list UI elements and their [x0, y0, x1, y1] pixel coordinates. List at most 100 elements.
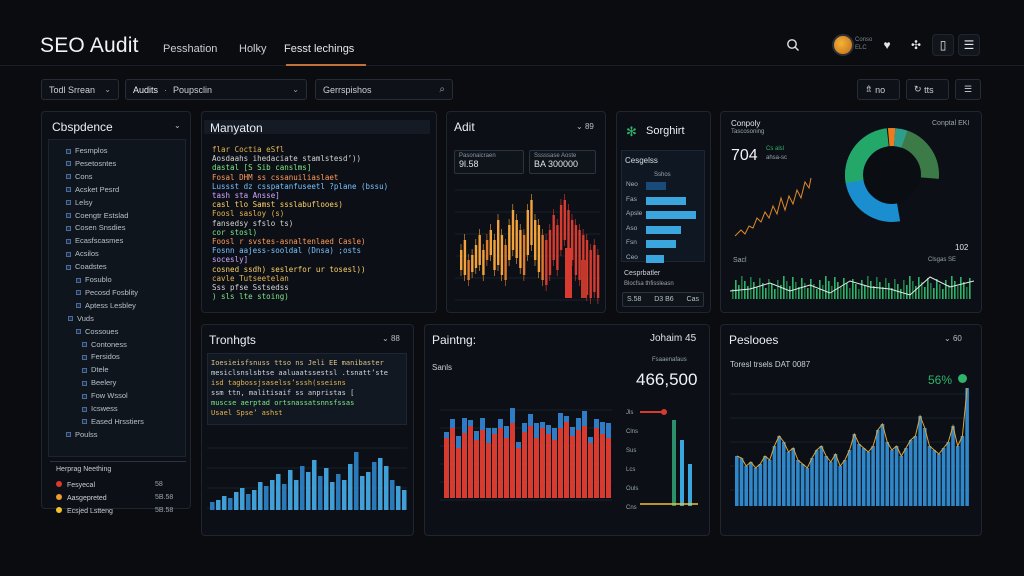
bar [753, 468, 758, 506]
filter-audits[interactable]: Audits · Poupsclin ⌄ [125, 79, 307, 100]
summary-side-value: 102 [955, 243, 969, 252]
sidebar-item[interactable]: Eased Hrsstiers [82, 417, 144, 426]
bar [960, 277, 962, 299]
status-dot-icon [56, 507, 62, 513]
sidebar-item[interactable]: Dtele [82, 365, 109, 374]
insight-subtitle: Cesgelss [625, 156, 658, 165]
paint-title: Paintng: [432, 333, 477, 347]
sidebar-item[interactable]: Lelsy [66, 198, 93, 207]
sidebar-item[interactable]: Vuds [68, 314, 94, 323]
bar-cap [516, 442, 521, 448]
bar [330, 482, 335, 510]
sidebar-section-title: Herprag Neething [56, 466, 112, 473]
code-line: cor stosl) [212, 227, 258, 237]
candle-body [541, 235, 544, 280]
top-bar [0, 0, 1024, 66]
bar [825, 276, 827, 299]
sidebar-item[interactable]: Contoness [82, 340, 127, 349]
share-icon: ⇯ [865, 84, 873, 94]
bar [767, 460, 772, 506]
sidebar-item[interactable]: Cossoues [76, 327, 118, 336]
bar [894, 279, 896, 299]
sidebar-item[interactable]: Pecosd Fosblity [76, 288, 138, 297]
insight-bar [646, 196, 686, 205]
share-icon[interactable]: ✣ [910, 38, 922, 52]
sidebar-item[interactable]: Icswess [82, 404, 118, 413]
trend-ctrl[interactable]: ⌄ 88 [382, 334, 400, 343]
filter-button-b[interactable]: ↻ tts [906, 79, 949, 100]
candle-body [474, 245, 478, 268]
candle-body [482, 250, 485, 275]
sidebar-item[interactable]: Coengtr Estslad [66, 211, 128, 220]
candle-body [460, 250, 463, 270]
sidebar-row[interactable]: Aasgepreted [56, 494, 107, 502]
sidebar-item[interactable]: Poulss [66, 430, 98, 439]
bar [930, 283, 932, 299]
candle-body [567, 210, 570, 252]
bar-cap [606, 423, 611, 438]
sidebar-item[interactable]: Fosublo [76, 275, 112, 284]
trend-text-line: Usael Spse’ ashst [211, 409, 283, 417]
sidebar-item[interactable]: Coadstes [66, 262, 107, 271]
bar [945, 280, 947, 299]
bar [965, 388, 969, 506]
sidebar-item[interactable]: Fesmplos [66, 146, 108, 155]
insight-bar [646, 254, 664, 263]
bar [528, 426, 533, 498]
bar [765, 288, 767, 299]
sidebar-item[interactable]: Acsilos [66, 249, 99, 258]
tab-pesshation[interactable]: Pesshation [163, 43, 218, 55]
sidebar-item[interactable]: Aptess Lesbley [76, 301, 136, 310]
tab-fesst-lechings[interactable]: Fesst lechings [284, 43, 355, 55]
code-line: Sss pfse Sstsedss [212, 283, 289, 292]
filter-screen[interactable]: Todl Srrean ⌄ [41, 79, 119, 100]
chevron-down-icon[interactable]: ⌄ [174, 121, 181, 130]
summary-subtitle: Tascosoning [731, 129, 765, 135]
sidebar-item[interactable]: Fow Wssol [82, 391, 128, 400]
bar-cap [540, 422, 545, 428]
bar [294, 480, 299, 510]
menu-button[interactable]: ☰ [955, 79, 981, 100]
bar-cap [588, 437, 593, 443]
sidebar-row[interactable]: Fesyecal [56, 481, 95, 489]
sidebar-item[interactable]: Cons [66, 172, 93, 181]
menu-icon[interactable]: ☰ [958, 34, 980, 56]
document-icon[interactable]: ▯ [932, 34, 954, 56]
bar [758, 464, 763, 506]
bar [939, 284, 941, 299]
bar [228, 498, 233, 510]
folder-icon [66, 213, 71, 219]
search-field[interactable]: Gerrspishos ⌕ [315, 79, 453, 100]
sidebar-item[interactable]: Cosen Snsdies [66, 223, 125, 232]
heart-icon[interactable]: ♥ [883, 38, 891, 52]
code-line: cavle Tutseetelan [212, 273, 289, 283]
bar [777, 280, 779, 299]
bar [492, 434, 497, 498]
audit-ctrl[interactable]: ⌄ 89 [576, 122, 594, 131]
sidebar-item[interactable]: Fersidos [82, 352, 120, 361]
bar [763, 456, 767, 506]
pesloces-ctrl[interactable]: ⌄ 60 [944, 334, 962, 343]
side-bar [672, 420, 676, 506]
folder-icon [76, 303, 81, 309]
sidebar-row[interactable]: Ecsjed Lstteng [56, 507, 113, 515]
insight-bar-header: Sshos [654, 172, 671, 178]
bar [951, 426, 955, 506]
side-axis-label: Clns [626, 429, 638, 435]
bar [772, 446, 777, 506]
filter-button-a[interactable]: ⇯ no [857, 79, 900, 100]
candle-body [463, 240, 467, 275]
sidebar-item[interactable]: Beelery [82, 378, 116, 387]
sidebar-item[interactable]: Acsket Pesrd [66, 185, 119, 194]
tab-holky[interactable]: Holky [239, 43, 267, 55]
bar [955, 446, 960, 506]
sidebar-item[interactable]: Pesetosntes [66, 159, 116, 168]
summary-area-chart [730, 276, 974, 299]
bar [282, 484, 287, 510]
bar [796, 460, 800, 506]
audit-card-2: Sssssase Aoste BA 300000 [529, 150, 596, 174]
search-icon[interactable] [782, 34, 804, 56]
sidebar-item[interactable]: Ecasfscasmes [66, 236, 123, 245]
code-header [204, 120, 430, 134]
avatar[interactable] [832, 34, 854, 56]
